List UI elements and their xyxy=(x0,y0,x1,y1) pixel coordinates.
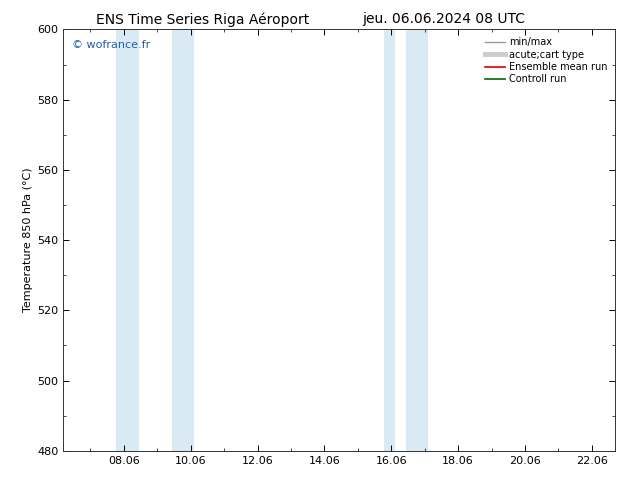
Bar xyxy=(116,29,139,451)
Text: ENS Time Series Riga Aéroport: ENS Time Series Riga Aéroport xyxy=(96,12,309,27)
Bar xyxy=(406,29,429,451)
Text: © wofrance.fr: © wofrance.fr xyxy=(72,40,150,50)
Text: jeu. 06.06.2024 08 UTC: jeu. 06.06.2024 08 UTC xyxy=(362,12,526,26)
Bar xyxy=(384,29,395,451)
Legend: min/max, acute;cart type, Ensemble mean run, Controll run: min/max, acute;cart type, Ensemble mean … xyxy=(482,34,610,87)
Y-axis label: Temperature 850 hPa (°C): Temperature 850 hPa (°C) xyxy=(23,168,33,313)
Bar xyxy=(172,29,195,451)
